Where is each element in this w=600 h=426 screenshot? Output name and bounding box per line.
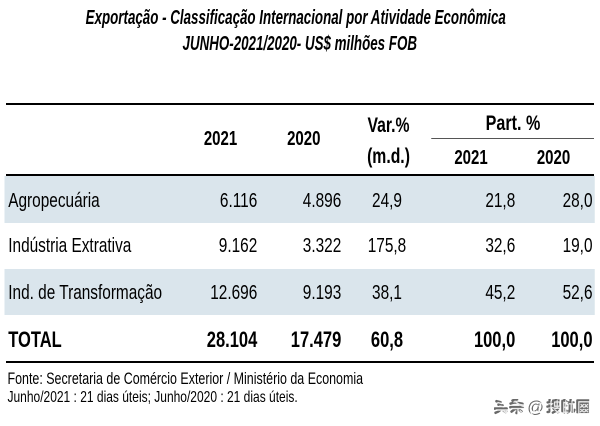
svg-text:@: @ bbox=[529, 400, 546, 416]
svg-text:@: @ bbox=[527, 399, 544, 416]
